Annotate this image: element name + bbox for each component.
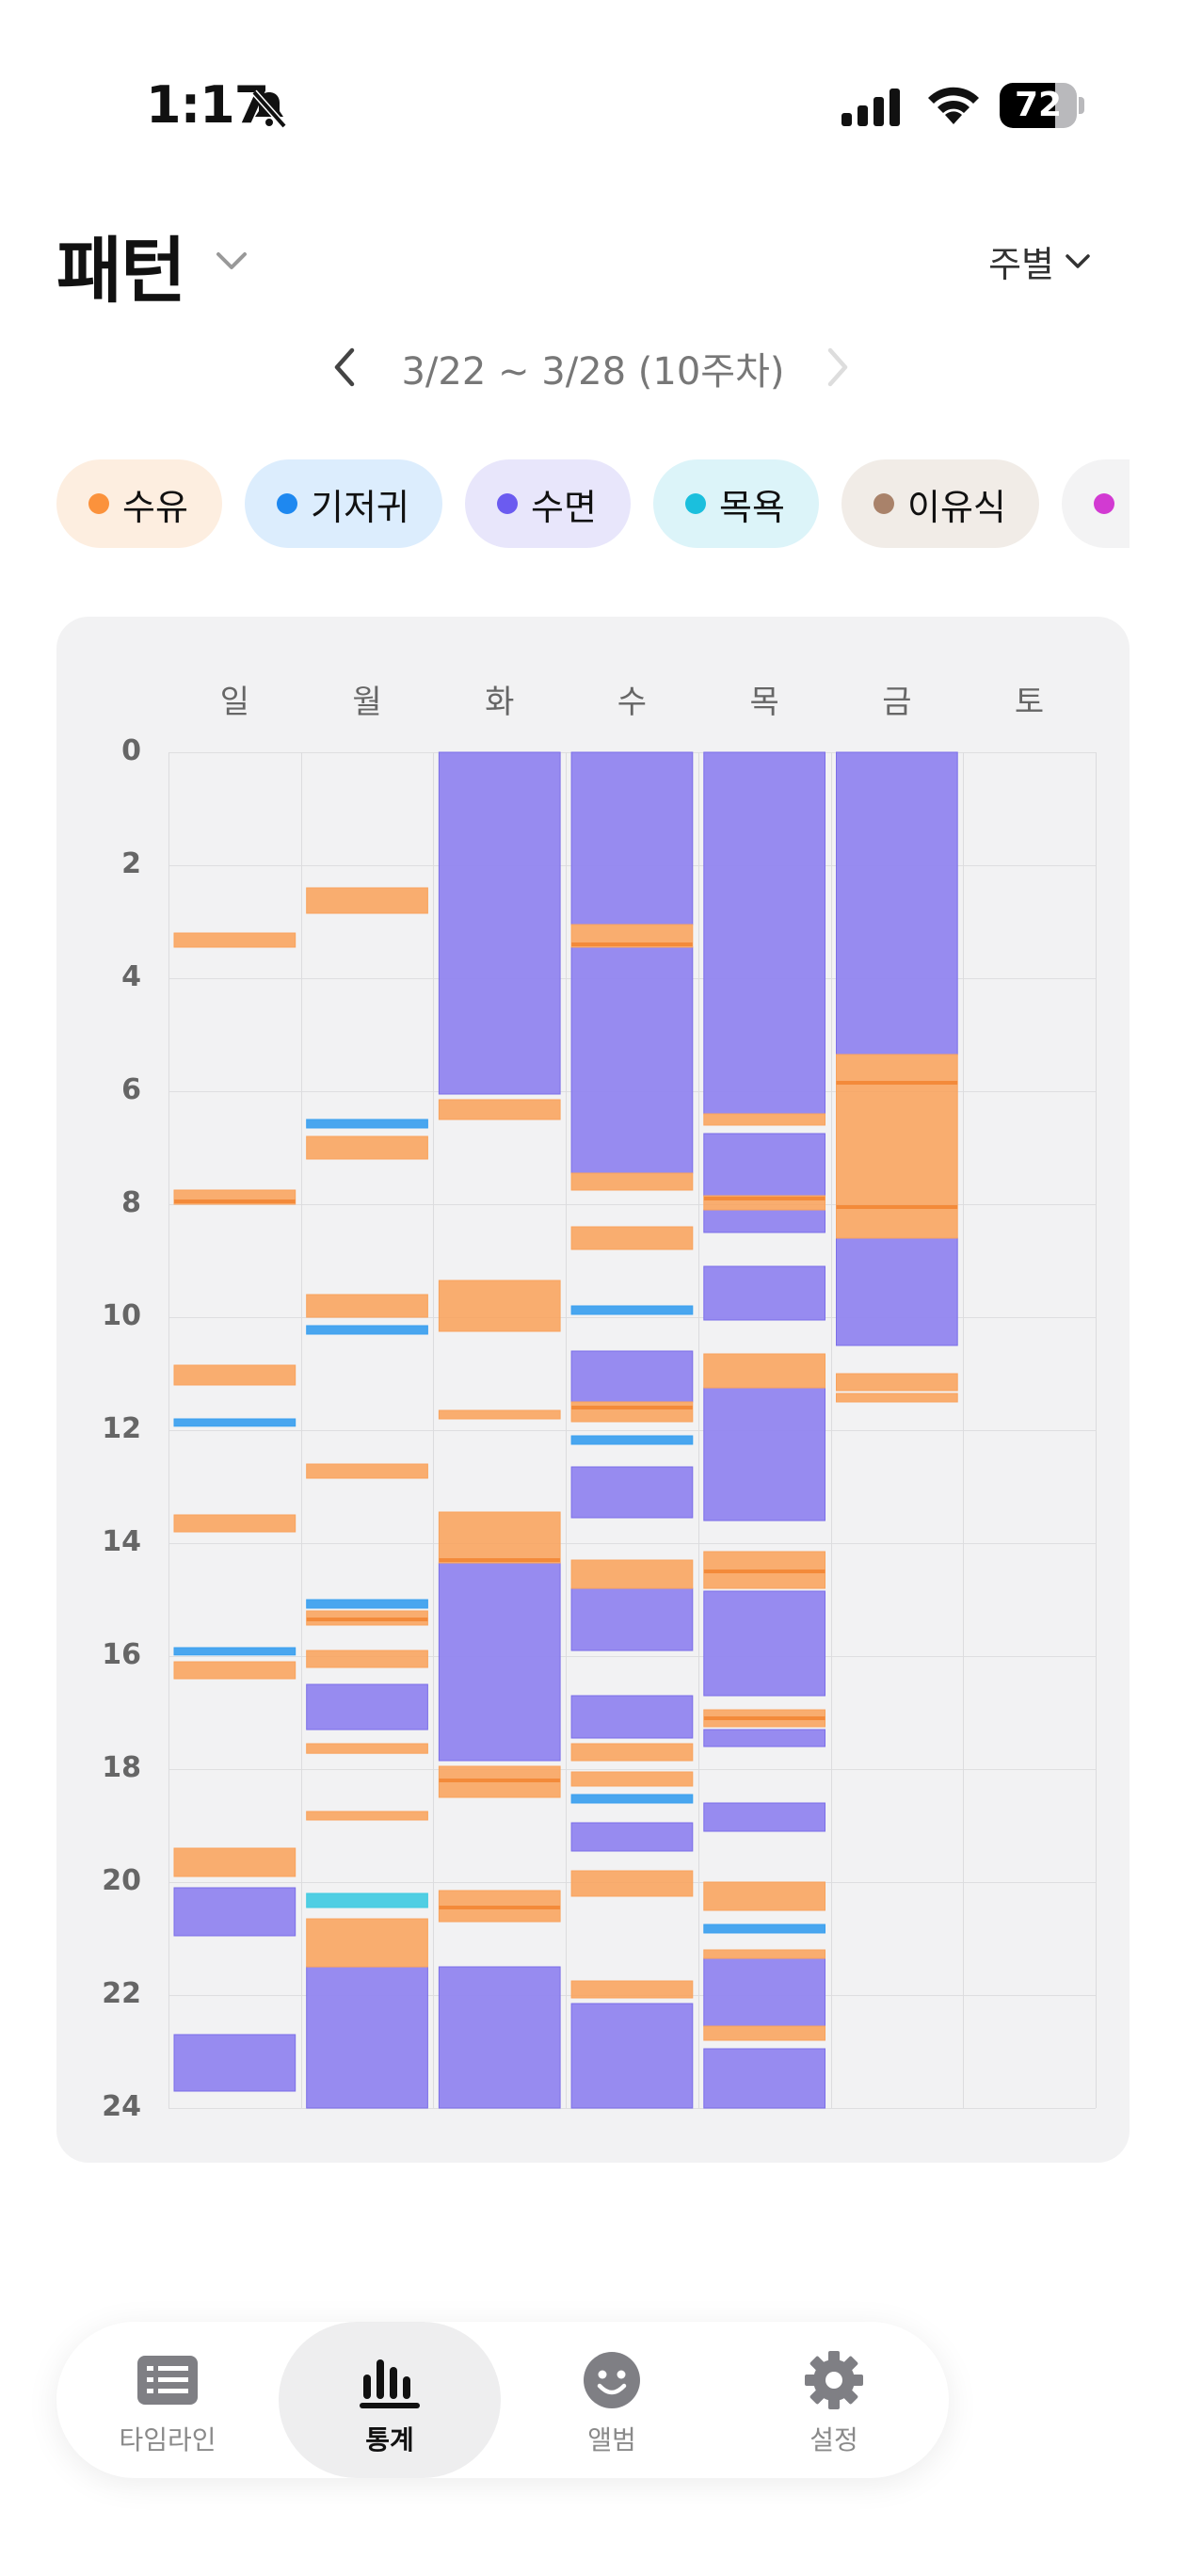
tab-settings[interactable]: 설정	[723, 2322, 945, 2478]
hour-label: 8	[121, 1186, 141, 1219]
grid-line	[168, 1656, 1096, 1657]
bell-slash-icon	[251, 89, 287, 129]
hour-label: 16	[102, 1638, 141, 1671]
grid-line	[963, 752, 965, 2108]
grid-line	[168, 1204, 1096, 1205]
chip-label: 기저귀	[311, 486, 409, 528]
chevron-down-icon[interactable]	[213, 247, 250, 275]
grid-line	[168, 1995, 1096, 1996]
chip-label: 목욕	[719, 486, 785, 528]
tab-label: 통계	[365, 2424, 414, 2455]
grid-line	[566, 752, 568, 2108]
grid-line	[168, 1882, 1096, 1883]
day-label: 수	[617, 684, 648, 721]
grid-line	[168, 2108, 1096, 2109]
chevron-down-icon	[1066, 253, 1090, 268]
tab-album[interactable]: 앨범	[501, 2322, 723, 2478]
day-label: 일	[219, 684, 249, 721]
battery-level	[1000, 83, 1055, 128]
battery-percent: 72	[1014, 86, 1063, 124]
dot-icon	[277, 493, 297, 514]
grid-line	[168, 1543, 1096, 1544]
date-range: 3/22 ~ 3/28 (10주차)	[401, 350, 785, 394]
hour-label: 0	[121, 734, 141, 767]
pattern-chart-card	[56, 617, 1130, 2163]
filter-chip-feed[interactable]: 수유	[56, 459, 222, 548]
hour-label: 24	[102, 2090, 141, 2123]
hour-label: 20	[102, 1864, 141, 1897]
hour-label: 4	[121, 960, 141, 993]
filter-chip-diaper[interactable]: 기저귀	[245, 459, 442, 548]
smiley-icon	[584, 2352, 640, 2408]
hour-label: 2	[121, 847, 141, 880]
grid-line	[300, 752, 302, 2108]
signal-icon	[841, 89, 900, 126]
grid-line	[168, 978, 1096, 979]
chevron-left-icon[interactable]	[329, 345, 358, 390]
hour-label: 22	[102, 1977, 141, 2010]
list-icon	[137, 2356, 198, 2405]
status-time: 1:17	[146, 75, 269, 135]
filter-chips: 수유 기저귀 수면 목욕 이유식	[56, 459, 1130, 550]
hour-label: 6	[121, 1073, 141, 1106]
chip-label: 수유	[122, 486, 188, 528]
grid-line	[697, 752, 699, 2108]
hour-label: 10	[102, 1299, 141, 1332]
grid-line	[168, 752, 1096, 753]
dot-icon	[685, 493, 706, 514]
page-title[interactable]: 패턴	[56, 229, 186, 313]
hour-label: 14	[102, 1525, 141, 1558]
tab-label: 타임라인	[119, 2424, 216, 2455]
grid-line	[168, 1769, 1096, 1770]
tab-label: 앨범	[587, 2424, 636, 2455]
dot-icon	[873, 493, 894, 514]
period-select[interactable]: 주별	[988, 235, 1092, 287]
grid-line	[168, 752, 169, 2108]
filter-chip-sleep[interactable]: 수면	[465, 459, 631, 548]
chevron-right-icon[interactable]	[825, 345, 853, 390]
grid-line	[830, 752, 832, 2108]
filter-chip-more[interactable]	[1062, 459, 1130, 548]
tab-bar: 타임라인 통계 앨범	[56, 2322, 949, 2478]
tab-statistics[interactable]: 통계	[279, 2322, 501, 2478]
chip-label: 수면	[531, 486, 597, 528]
dot-icon	[88, 493, 109, 514]
hour-label: 18	[102, 1751, 141, 1784]
day-label: 목	[749, 684, 779, 721]
bar-chart-icon	[360, 2359, 420, 2408]
grid-line	[168, 1317, 1096, 1318]
day-label: 화	[485, 684, 515, 721]
wifi-icon	[928, 87, 979, 124]
grid-line	[168, 1091, 1096, 1092]
chip-label: 이유식	[907, 486, 1006, 528]
filter-chip-solid-food[interactable]: 이유식	[841, 459, 1039, 548]
gear-icon	[805, 2351, 863, 2409]
day-label: 토	[1014, 684, 1045, 721]
grid-line	[168, 865, 1096, 866]
tab-label: 설정	[809, 2424, 858, 2455]
dot-icon	[497, 493, 518, 514]
tab-timeline[interactable]: 타임라인	[56, 2322, 279, 2478]
hour-label: 12	[102, 1412, 141, 1445]
day-label: 금	[882, 684, 912, 721]
grid-line	[1095, 752, 1097, 2108]
grid-line	[168, 1430, 1096, 1431]
battery-icon: 72	[1000, 83, 1086, 132]
dot-icon	[1094, 493, 1114, 514]
period-label: 주별	[988, 244, 1054, 285]
grid-line	[433, 752, 435, 2108]
day-label: 월	[352, 684, 382, 721]
filter-chip-bath[interactable]: 목욕	[653, 459, 819, 548]
